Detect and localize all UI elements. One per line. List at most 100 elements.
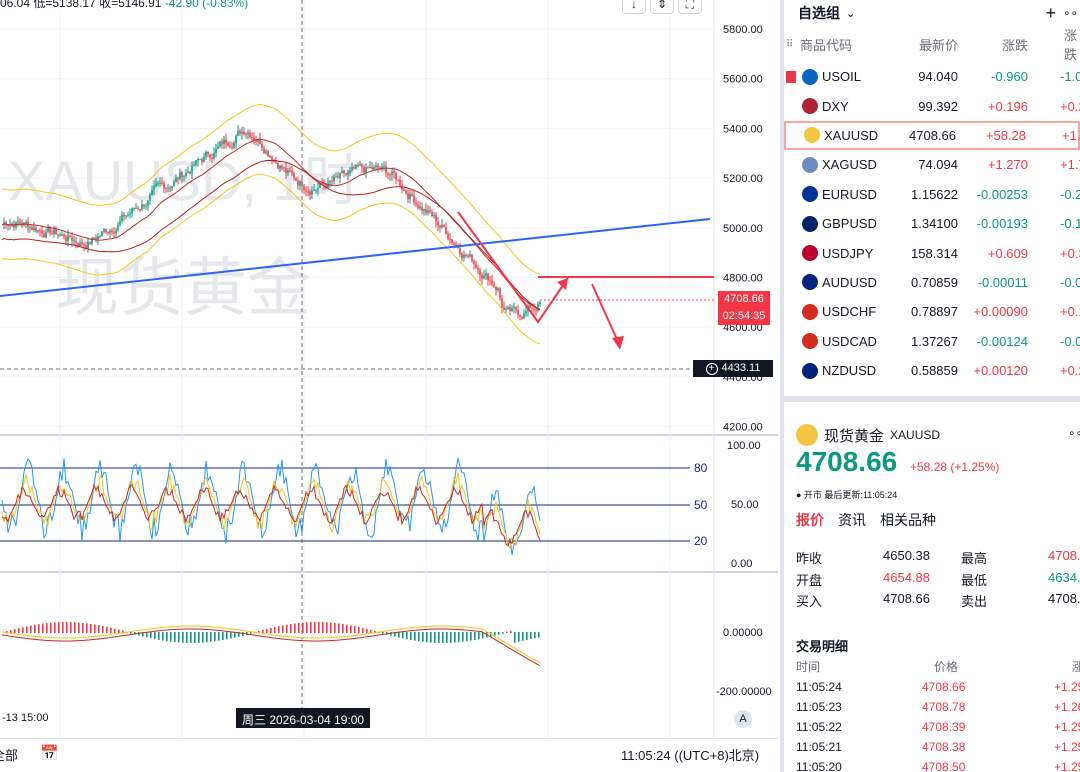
candle-body — [253, 137, 255, 141]
chevron-down-icon[interactable]: ⌄ — [846, 7, 856, 20]
trade-row: 11:05:23 4708.78 +1.26 — [796, 700, 1080, 720]
candle-body — [417, 204, 419, 209]
candle-body — [379, 167, 381, 170]
macd-histogram-bar — [462, 632, 464, 642]
change-value: -0.00011 — [977, 274, 1028, 290]
candle-body — [117, 224, 119, 231]
crosshair-time-tag: 周三 2026-03-04 19:00 — [236, 708, 371, 728]
candle-body — [103, 229, 105, 232]
candle-body — [129, 213, 131, 215]
macd-histogram-bar — [450, 632, 452, 643]
col-change[interactable]: 涨跌 — [1001, 37, 1028, 53]
watchlist-row[interactable]: USDJPY 158.314 +0.609 +0.3 — [784, 238, 1080, 267]
candle-body — [429, 210, 431, 213]
candle-body — [405, 190, 407, 194]
chart-bottom-bar: 全部 📅 11:05:24 ((UTC+8)北京) — [0, 738, 778, 772]
tab-related[interactable]: 相关品种 — [880, 512, 936, 528]
arrow-down-icon[interactable]: ↓ — [622, 0, 646, 14]
watchlist-row[interactable]: EURUSD 1.15622 -0.00253 -0.2 — [784, 180, 1080, 209]
watchlist-title[interactable]: 自选组 — [798, 5, 840, 21]
range-all-button[interactable]: 全部 — [0, 748, 19, 763]
macd-histogram-bar — [510, 630, 512, 633]
ohlc-legend: 06.04 低=5138.17 收=5146.91 -42.90 (-0.83%… — [0, 0, 248, 10]
candle-body — [269, 156, 271, 158]
candle-body — [63, 234, 65, 238]
macd-histogram-bar — [46, 623, 48, 633]
macd-histogram-bar — [318, 622, 320, 633]
more-icon[interactable]: ∘∘ — [1062, 6, 1078, 20]
candle-body — [249, 132, 251, 137]
macd-histogram-bar — [74, 622, 76, 633]
timezone-clock[interactable]: 11:05:24 ((UTC+8)北京) — [621, 748, 760, 763]
change-pct: -0.0 — [1060, 333, 1080, 349]
candle-body — [223, 139, 225, 145]
candle-body — [135, 207, 137, 209]
macd-histogram-bar — [14, 629, 16, 633]
calendar-icon[interactable]: 📅 — [40, 745, 59, 762]
macd-histogram-bar — [418, 632, 420, 642]
chart-canvas[interactable]: 5800.00 5600.00 5400.00 5200.00 5000.00 4800.… — [0, 0, 778, 772]
trades-col-time: 时间 — [796, 660, 821, 674]
trade-price: 4708.78 — [922, 700, 966, 714]
col-symbol[interactable]: 商品代码 — [800, 37, 853, 53]
candle-body — [519, 314, 521, 317]
watchlist-row[interactable]: DXY 99.392 +0.196 +0.2 — [784, 91, 1080, 120]
candle-body — [399, 179, 401, 186]
candle-body — [421, 206, 423, 211]
arrow-up-down-icon[interactable]: ⇕ — [650, 0, 674, 14]
candle-body — [151, 189, 153, 196]
col-last[interactable]: 最新价 — [918, 37, 958, 53]
candle-body — [373, 167, 375, 170]
candle-body — [265, 151, 267, 154]
candle-body — [315, 189, 317, 191]
plus-icon[interactable]: + — [705, 363, 718, 375]
candle-body — [451, 239, 453, 244]
watchlist-row[interactable]: XAGUSD 74.094 +1.270 +1.7 — [784, 150, 1080, 179]
trades-col-change: 涨 — [1072, 660, 1080, 674]
macd-histogram-bar — [518, 632, 520, 642]
macd-histogram-bar — [438, 632, 440, 643]
candle-body — [153, 186, 155, 190]
tab-news[interactable]: 资讯 — [838, 512, 866, 528]
trade-price: 4708.50 — [922, 760, 966, 772]
chart-area[interactable]: 5800.00 5600.00 5400.00 5200.00 5000.00 4800.… — [0, 0, 778, 772]
candle-body — [465, 254, 467, 257]
watchlist-row[interactable]: AUDUSD 0.70859 -0.00011 -0.0 — [784, 268, 1080, 297]
change-pct: +1.7 — [1060, 157, 1080, 173]
watchlist-row[interactable]: USDCAD 1.37267 -0.00124 -0.0 — [784, 327, 1080, 356]
watchlist-row[interactable]: GBPUSD 1.34100 -0.00193 -0.1 — [784, 209, 1080, 238]
macd-histogram-bar — [142, 632, 144, 637]
candle-body — [437, 221, 439, 226]
candle-body — [213, 153, 215, 159]
arrow-head — [612, 336, 624, 350]
watchlist-row[interactable]: USOIL 94.040 -0.960 -1.0 — [784, 62, 1080, 91]
last-price: 4708.66 — [909, 127, 956, 143]
candle-body — [507, 306, 509, 309]
col-pct[interactable]: 涨跌 — [1064, 28, 1078, 62]
candle-body — [357, 164, 359, 166]
candle-body — [299, 181, 301, 186]
macd-histogram-bar — [538, 632, 540, 638]
symbol-label: GBPUSD — [822, 216, 877, 232]
more-icon[interactable]: ∘∘ — [1068, 426, 1080, 440]
fullscreen-icon[interactable]: ⛶ — [678, 0, 702, 14]
macd-histogram-bar — [194, 632, 196, 643]
macd-histogram-bar — [50, 622, 52, 633]
candle-body — [179, 172, 181, 179]
macd-histogram-bar — [110, 627, 112, 633]
candle-body — [491, 280, 493, 285]
macd-histogram-bar — [342, 624, 344, 633]
macd-histogram-bar — [250, 632, 252, 634]
quote-row: 买入 4708.66 卖出 4708.8 — [796, 591, 1080, 613]
candle-body — [349, 170, 351, 173]
watchlist-row[interactable]: XAUUSD 4708.66 +58.28 +1.2 — [784, 120, 1080, 151]
auto-scale-button[interactable]: A — [734, 710, 752, 728]
add-icon[interactable]: + — [1045, 2, 1056, 23]
candle-body — [511, 307, 513, 311]
watchlist-row[interactable]: USDCHF 0.78897 +0.00090 +0.1 — [784, 297, 1080, 326]
symbol-label: USDJPY — [822, 245, 874, 261]
quote-grid: 昨收 4650.38 最高 4708.8 开盘 4654.88 最低 4634.1 买入 4708… — [796, 548, 1080, 613]
tab-quote[interactable]: 报价 — [796, 512, 824, 528]
watchlist-row[interactable]: NZDUSD 0.58859 +0.00120 +0.2 — [784, 356, 1080, 385]
candle-body — [193, 165, 195, 167]
